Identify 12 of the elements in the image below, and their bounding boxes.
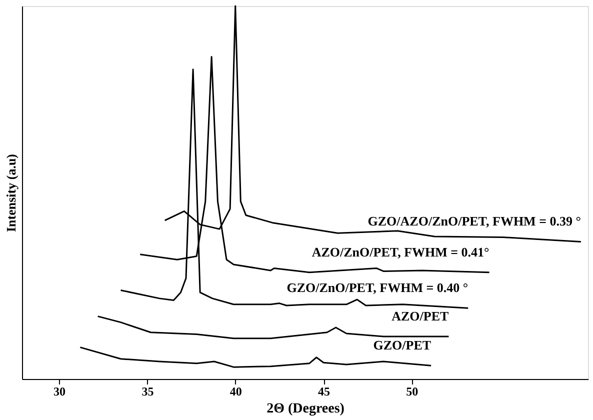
series-label: AZO/PET	[392, 308, 450, 324]
series-label: GZO/ZnO/PET, FWHM = 0.40 °	[286, 280, 468, 296]
x-axis-title: 2Θ (Degrees)	[266, 402, 345, 416]
series-label: GZO/PET	[373, 338, 432, 353]
y-axis-title: Intensity (a.u)	[4, 154, 18, 232]
x-tick-label: 45	[318, 384, 330, 398]
series-label: GZO/AZO/ZnO/PET, FWHM = 0.39 °	[368, 214, 581, 229]
series-label: AZO/ZnO/PET, FWHM = 0.41°	[312, 244, 490, 260]
x-tick-label: 40	[230, 384, 242, 398]
x-tick-label: 35	[142, 384, 154, 398]
x-tick-label: 30	[54, 384, 66, 398]
x-tick-label: 50	[406, 384, 418, 398]
